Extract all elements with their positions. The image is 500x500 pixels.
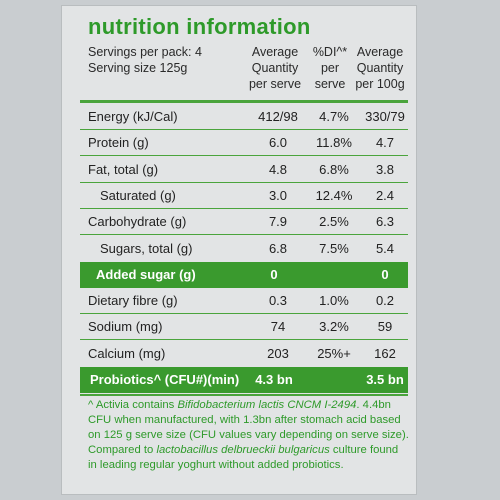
row-label: Probiotics^ (CFU#)(min) — [90, 372, 240, 387]
column-header-per-serve: Average Quantity per serve — [248, 45, 302, 91]
per-serve-value: 4.8 — [268, 162, 288, 177]
row-label: Fat, total (g) — [88, 162, 159, 177]
serving-info: Servings per pack: 4 Serving size 125g — [88, 44, 202, 76]
serving-size: Serving size 125g — [88, 61, 188, 75]
row-divider — [80, 208, 408, 209]
column-header-di: %DI^* per serve — [312, 45, 348, 91]
per-serve-value: 74 — [270, 319, 286, 334]
per-100g-value: 5.4 — [375, 241, 395, 256]
row-label: Saturated (g) — [100, 188, 176, 203]
table-row-calcium: Calcium (mg) 203 25%+ 162 — [80, 341, 408, 367]
per-100g-value: 4.7 — [375, 135, 395, 150]
panel-title: nutrition information — [88, 14, 311, 39]
per-100g-value: 6.3 — [375, 214, 395, 229]
header-divider — [80, 100, 408, 103]
table-row-dietary-fibre: Dietary fibre (g) 0.3 1.0% 0.2 — [80, 288, 408, 314]
table-row-energy: Energy (kJ/Cal) 412/98 4.7% 330/79 — [80, 104, 408, 130]
row-label: Energy (kJ/Cal) — [88, 109, 178, 124]
footer-divider — [80, 394, 408, 396]
per-100g-value: 0 — [381, 267, 389, 282]
footnote: ^ Activia contains Bifidobacterium lacti… — [88, 399, 409, 471]
table-row-carbohydrate: Carbohydrate (g) 7.9 2.5% 6.3 — [80, 209, 408, 235]
per-100g-value: 0.2 — [375, 293, 395, 308]
per-serve-value: 6.8 — [268, 241, 288, 256]
table-row-protein: Protein (g) 6.0 11.8% 4.7 — [80, 130, 408, 156]
row-label: Dietary fibre (g) — [88, 293, 178, 308]
per-serve-value: 0 — [270, 267, 278, 282]
per-serve-value: 0.3 — [268, 293, 288, 308]
table-row-sodium: Sodium (mg) 74 3.2% 59 — [80, 314, 408, 340]
table-row-added-sugar: Added sugar (g) 0 0 — [80, 262, 408, 288]
per-serve-value: 6.0 — [268, 135, 288, 150]
row-label: Added sugar (g) — [96, 267, 196, 282]
table-row-sugars-total: Sugars, total (g) 6.8 7.5% 5.4 — [80, 236, 408, 262]
per-100g-value: 2.4 — [375, 188, 395, 203]
di-value: 12.4% — [315, 188, 353, 203]
row-label: Calcium (mg) — [88, 346, 166, 361]
di-value: 3.2% — [319, 319, 349, 334]
di-value: 11.8% — [316, 135, 352, 150]
di-value: 7.5% — [319, 241, 349, 256]
per-100g-value: 59 — [377, 319, 393, 334]
row-divider — [80, 313, 408, 314]
row-label: Sodium (mg) — [88, 319, 163, 334]
table-row-fat-total: Fat, total (g) 4.8 6.8% 3.8 — [80, 157, 408, 183]
per-100g-value: 3.5 bn — [366, 372, 404, 387]
per-serve-value: 3.0 — [268, 188, 288, 203]
di-value: 2.5% — [319, 214, 349, 229]
row-divider — [80, 155, 408, 156]
di-value: 4.7% — [319, 109, 349, 124]
table-row-probiotics: Probiotics^ (CFU#)(min) 4.3 bn 3.5 bn — [80, 367, 408, 393]
per-serve-value: 412/98 — [258, 109, 298, 124]
nutrition-panel — [62, 6, 416, 494]
row-divider — [80, 234, 408, 235]
row-divider — [80, 182, 408, 183]
column-header-per-100g: Average Quantity per 100g — [355, 45, 405, 91]
per-100g-value: 330/79 — [365, 109, 405, 124]
row-label: Protein (g) — [88, 135, 149, 150]
row-divider — [80, 129, 408, 130]
di-value: 25%+ — [317, 346, 351, 361]
servings-per-pack: Servings per pack: 4 — [88, 45, 202, 59]
per-serve-value: 4.3 bn — [255, 372, 293, 387]
per-serve-value: 203 — [267, 346, 289, 361]
row-divider — [80, 339, 408, 340]
row-label: Carbohydrate (g) — [88, 214, 187, 229]
table-row-saturated: Saturated (g) 3.0 12.4% 2.4 — [80, 183, 408, 209]
per-100g-value: 162 — [374, 346, 396, 361]
row-label: Sugars, total (g) — [100, 241, 193, 256]
per-serve-value: 7.9 — [268, 214, 288, 229]
di-value: 1.0% — [319, 293, 349, 308]
per-100g-value: 3.8 — [375, 162, 395, 177]
di-value: 6.8% — [319, 162, 349, 177]
